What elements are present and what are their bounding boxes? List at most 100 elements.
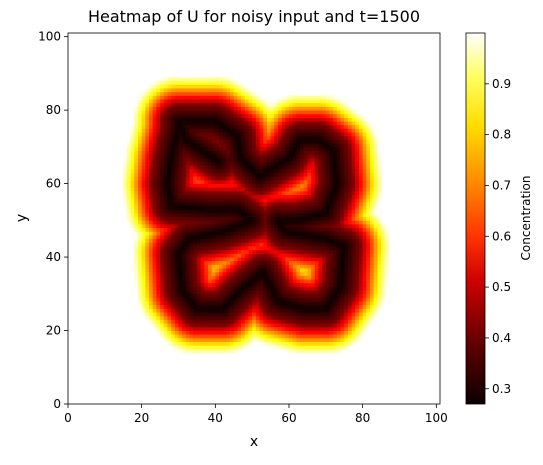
heatmap-cell <box>270 113 275 118</box>
heatmap-cell <box>244 323 249 328</box>
heatmap-cell <box>288 286 294 291</box>
heatmap-cell <box>340 260 345 265</box>
heatmap-cell <box>347 190 352 196</box>
heatmap-cell <box>351 257 356 262</box>
heatmap-cell <box>226 91 231 96</box>
heatmap-cell <box>193 198 198 203</box>
heatmap-cell <box>263 279 268 284</box>
heatmap-cell <box>333 290 338 295</box>
heatmap-cell <box>318 113 323 118</box>
heatmap-cell <box>362 157 367 162</box>
heatmap-cell <box>211 264 216 269</box>
heatmap-cell <box>296 282 301 287</box>
heatmap-cell <box>207 304 213 309</box>
heatmap-cell <box>174 216 179 221</box>
heatmap-cell <box>141 187 146 192</box>
heatmap-cell <box>222 301 227 306</box>
heatmap-cell <box>219 286 224 291</box>
heatmap-cell <box>145 102 150 107</box>
heatmap-cell <box>167 143 172 148</box>
heatmap-cell <box>329 249 334 254</box>
heatmap-cell <box>325 271 330 276</box>
heatmap-cell <box>211 183 216 188</box>
heatmap-cell <box>314 264 319 269</box>
heatmap-cell <box>270 212 275 218</box>
heatmap-cell <box>266 323 271 328</box>
heatmap-cell <box>219 257 224 262</box>
heatmap-cell <box>307 345 312 350</box>
heatmap-cell <box>351 293 356 298</box>
heatmap-cell <box>329 315 334 320</box>
heatmap-cell <box>152 224 157 229</box>
heatmap-cell <box>311 95 316 100</box>
heatmap-cell <box>274 183 279 188</box>
heatmap-cell <box>237 260 242 265</box>
heatmap-cell <box>193 220 198 225</box>
heatmap-cell <box>189 176 194 181</box>
heatmap-cell <box>222 348 227 353</box>
heatmap-cell <box>226 80 231 85</box>
heatmap-cell <box>318 268 323 273</box>
heatmap-cell <box>307 290 312 295</box>
heatmap-cell <box>252 179 257 184</box>
heatmap-cell <box>137 227 143 232</box>
heatmap-cell <box>152 187 157 192</box>
heatmap-cell <box>196 154 201 159</box>
heatmap-cell <box>300 264 305 269</box>
heatmap-cell <box>215 113 220 118</box>
heatmap-cell <box>340 293 345 298</box>
heatmap-cell <box>344 290 349 295</box>
heatmap-cell <box>230 154 235 159</box>
heatmap-cell <box>215 194 220 199</box>
heatmap-cells <box>123 73 389 357</box>
heatmap-cell <box>307 143 312 148</box>
heatmap-cell <box>362 124 367 129</box>
heatmap-cell <box>296 337 301 342</box>
heatmap-cell <box>185 73 190 78</box>
heatmap-cell <box>211 308 216 313</box>
heatmap-cell <box>233 220 238 225</box>
heatmap-cell <box>219 326 224 331</box>
heatmap-cell <box>152 168 157 173</box>
heatmap-cell <box>358 227 364 232</box>
heatmap-cell <box>303 308 308 313</box>
heatmap-cell <box>204 150 209 155</box>
heatmap-cell <box>134 290 139 295</box>
heatmap-cell <box>270 227 275 232</box>
heatmap-cell <box>300 95 305 100</box>
heatmap-cell <box>244 132 249 137</box>
heatmap-cell <box>152 179 157 184</box>
heatmap-cell <box>230 176 235 181</box>
heatmap-cell <box>288 102 294 107</box>
heatmap-cell <box>182 95 187 100</box>
heatmap-cell <box>336 319 341 324</box>
heatmap-cell <box>281 99 286 104</box>
heatmap-cell <box>366 315 371 320</box>
heatmap-cell <box>189 242 194 247</box>
heatmap-cell <box>193 224 198 229</box>
heatmap-cell <box>226 275 231 280</box>
heatmap-cell <box>307 161 312 166</box>
heatmap-cell <box>185 117 190 122</box>
heatmap-cell <box>185 297 190 302</box>
heatmap-cell <box>193 326 198 331</box>
heatmap-cell <box>174 121 179 126</box>
heatmap-cell <box>178 176 183 181</box>
heatmap-cell <box>204 260 209 265</box>
heatmap-cell <box>141 286 146 291</box>
heatmap-cell <box>281 95 286 100</box>
heatmap-cell <box>126 154 132 159</box>
heatmap-cell <box>182 242 187 247</box>
heatmap-cell <box>185 326 190 331</box>
heatmap-cell <box>163 150 168 155</box>
heatmap-cell <box>307 227 312 232</box>
heatmap-cell <box>222 341 227 346</box>
heatmap-cell <box>145 113 150 118</box>
heatmap-cell <box>160 308 165 313</box>
heatmap-cell <box>196 216 201 221</box>
heatmap-cell <box>366 135 371 140</box>
heatmap-cell <box>336 279 341 284</box>
heatmap-cell <box>182 80 187 85</box>
heatmap-cell <box>237 124 242 129</box>
heatmap-cell <box>311 209 316 214</box>
